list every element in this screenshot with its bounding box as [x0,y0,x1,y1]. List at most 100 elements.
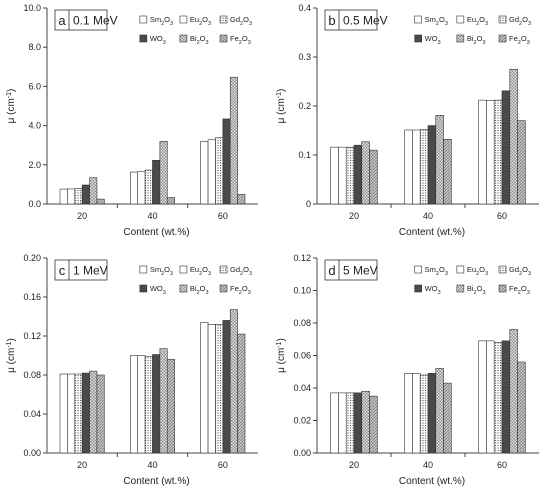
bar [96,374,105,454]
bar [144,356,153,454]
y-tick-label: 10.0 [23,3,41,13]
bar [144,169,153,205]
legend-label: Sm2O3 [425,265,448,277]
bar [200,322,209,454]
legend-label: WO3 [150,284,166,296]
bar [509,329,518,454]
bar [130,355,139,454]
bar [404,373,413,454]
legend-label: Eu2O3 [467,15,488,27]
x-tick-label: 60 [218,460,228,470]
bar [361,390,370,454]
legend-swatch [219,15,228,24]
y-axis-title: μ (cm-1) [276,89,288,124]
y-tick-label: 4.0 [28,121,41,131]
y-tick-label: 0.08 [293,318,311,328]
bar [435,368,444,454]
legend-swatch [456,15,465,24]
panel-energy-title: 0.5 MeV [343,14,388,28]
x-tick-label: 40 [423,460,433,470]
bar [353,392,363,454]
chart-panel-b: 0 0.1 0.2 0.3 0.4 μ (cm-1) Content (wt.%) 20 40 6… [276,3,539,238]
y-tick-label: 0.16 [23,292,41,302]
y-axis-title: μ (cm-1) [276,338,288,373]
bar [486,340,495,454]
bar [412,129,421,205]
legend-swatch [414,15,422,24]
legend-swatch [456,34,465,43]
legend-label: Sm2O3 [150,15,173,27]
bar [345,392,355,454]
legend-label: Sm2O3 [425,15,448,27]
bar [207,139,216,205]
x-tick-label: 20 [77,211,87,221]
bar [443,382,452,454]
bar [130,171,139,205]
bar [229,76,238,205]
legend-label: Bi2O3 [190,284,209,296]
bar [517,120,526,205]
panel-energy-title: 1 MeV [73,264,108,278]
legend-label: WO3 [425,34,441,46]
bar [207,323,216,454]
x-tick-label: 20 [349,460,359,470]
x-axis-title: Content (wt.%) [399,476,465,487]
legend-swatch [219,265,228,274]
bar [229,309,238,454]
legend-label: Gd2O3 [509,15,531,27]
y-tick-label: 0.1 [298,150,311,160]
panel-label-box [54,9,108,31]
y-tick-label: 0.3 [298,52,311,62]
legend-label: Sm2O3 [150,265,173,277]
legend-swatch [139,15,148,24]
bar [89,177,98,205]
bar [369,149,378,205]
legend-swatch [179,265,188,274]
y-tick-label: 0.12 [23,331,41,341]
bar [338,392,347,454]
bar [361,141,370,205]
legend-swatch [414,34,422,43]
y-tick-label: 0.02 [293,416,311,426]
legend-label: WO3 [425,284,441,296]
bar [59,373,68,454]
panel-label-box [324,259,378,281]
legend-swatch [456,265,465,274]
bar [419,129,429,205]
x-axis-title: Content (wt.%) [399,227,465,238]
bar [404,129,413,205]
bar [137,355,146,454]
legend-swatch [219,284,228,293]
bar [412,373,421,454]
y-tick-label: 0 [306,199,311,209]
bar [501,340,511,454]
legend-swatch [179,15,188,24]
bar [81,372,90,454]
legend-swatch [139,284,148,293]
legend-swatch [219,34,228,43]
legend-label: Fe2O3 [230,284,251,296]
legend-swatch [139,265,148,274]
bar [435,115,444,205]
bar [486,100,495,205]
legend-swatch [498,284,507,293]
bar [237,194,246,205]
bar [74,373,83,454]
x-tick-label: 20 [77,460,87,470]
bar [96,198,105,205]
legend-label: Bi2O3 [467,34,486,46]
chart-panel-a: 0.0 2.0 4.0 6.0 8.0 10.0 μ (cm-1) Content (wt.%… [6,3,258,238]
legend-swatch [179,284,188,293]
bar [509,68,518,205]
x-tick-label: 60 [218,211,228,221]
legend-label: Fe2O3 [509,34,530,46]
bar [353,144,363,205]
legend-swatch [498,265,507,274]
bar [517,361,526,454]
bar [200,140,209,205]
bar [67,188,76,205]
x-axis-title: Content (wt.%) [123,476,189,487]
bar [81,184,90,205]
y-tick-label: 0.06 [293,351,311,361]
legend-label: Bi2O3 [467,284,486,296]
